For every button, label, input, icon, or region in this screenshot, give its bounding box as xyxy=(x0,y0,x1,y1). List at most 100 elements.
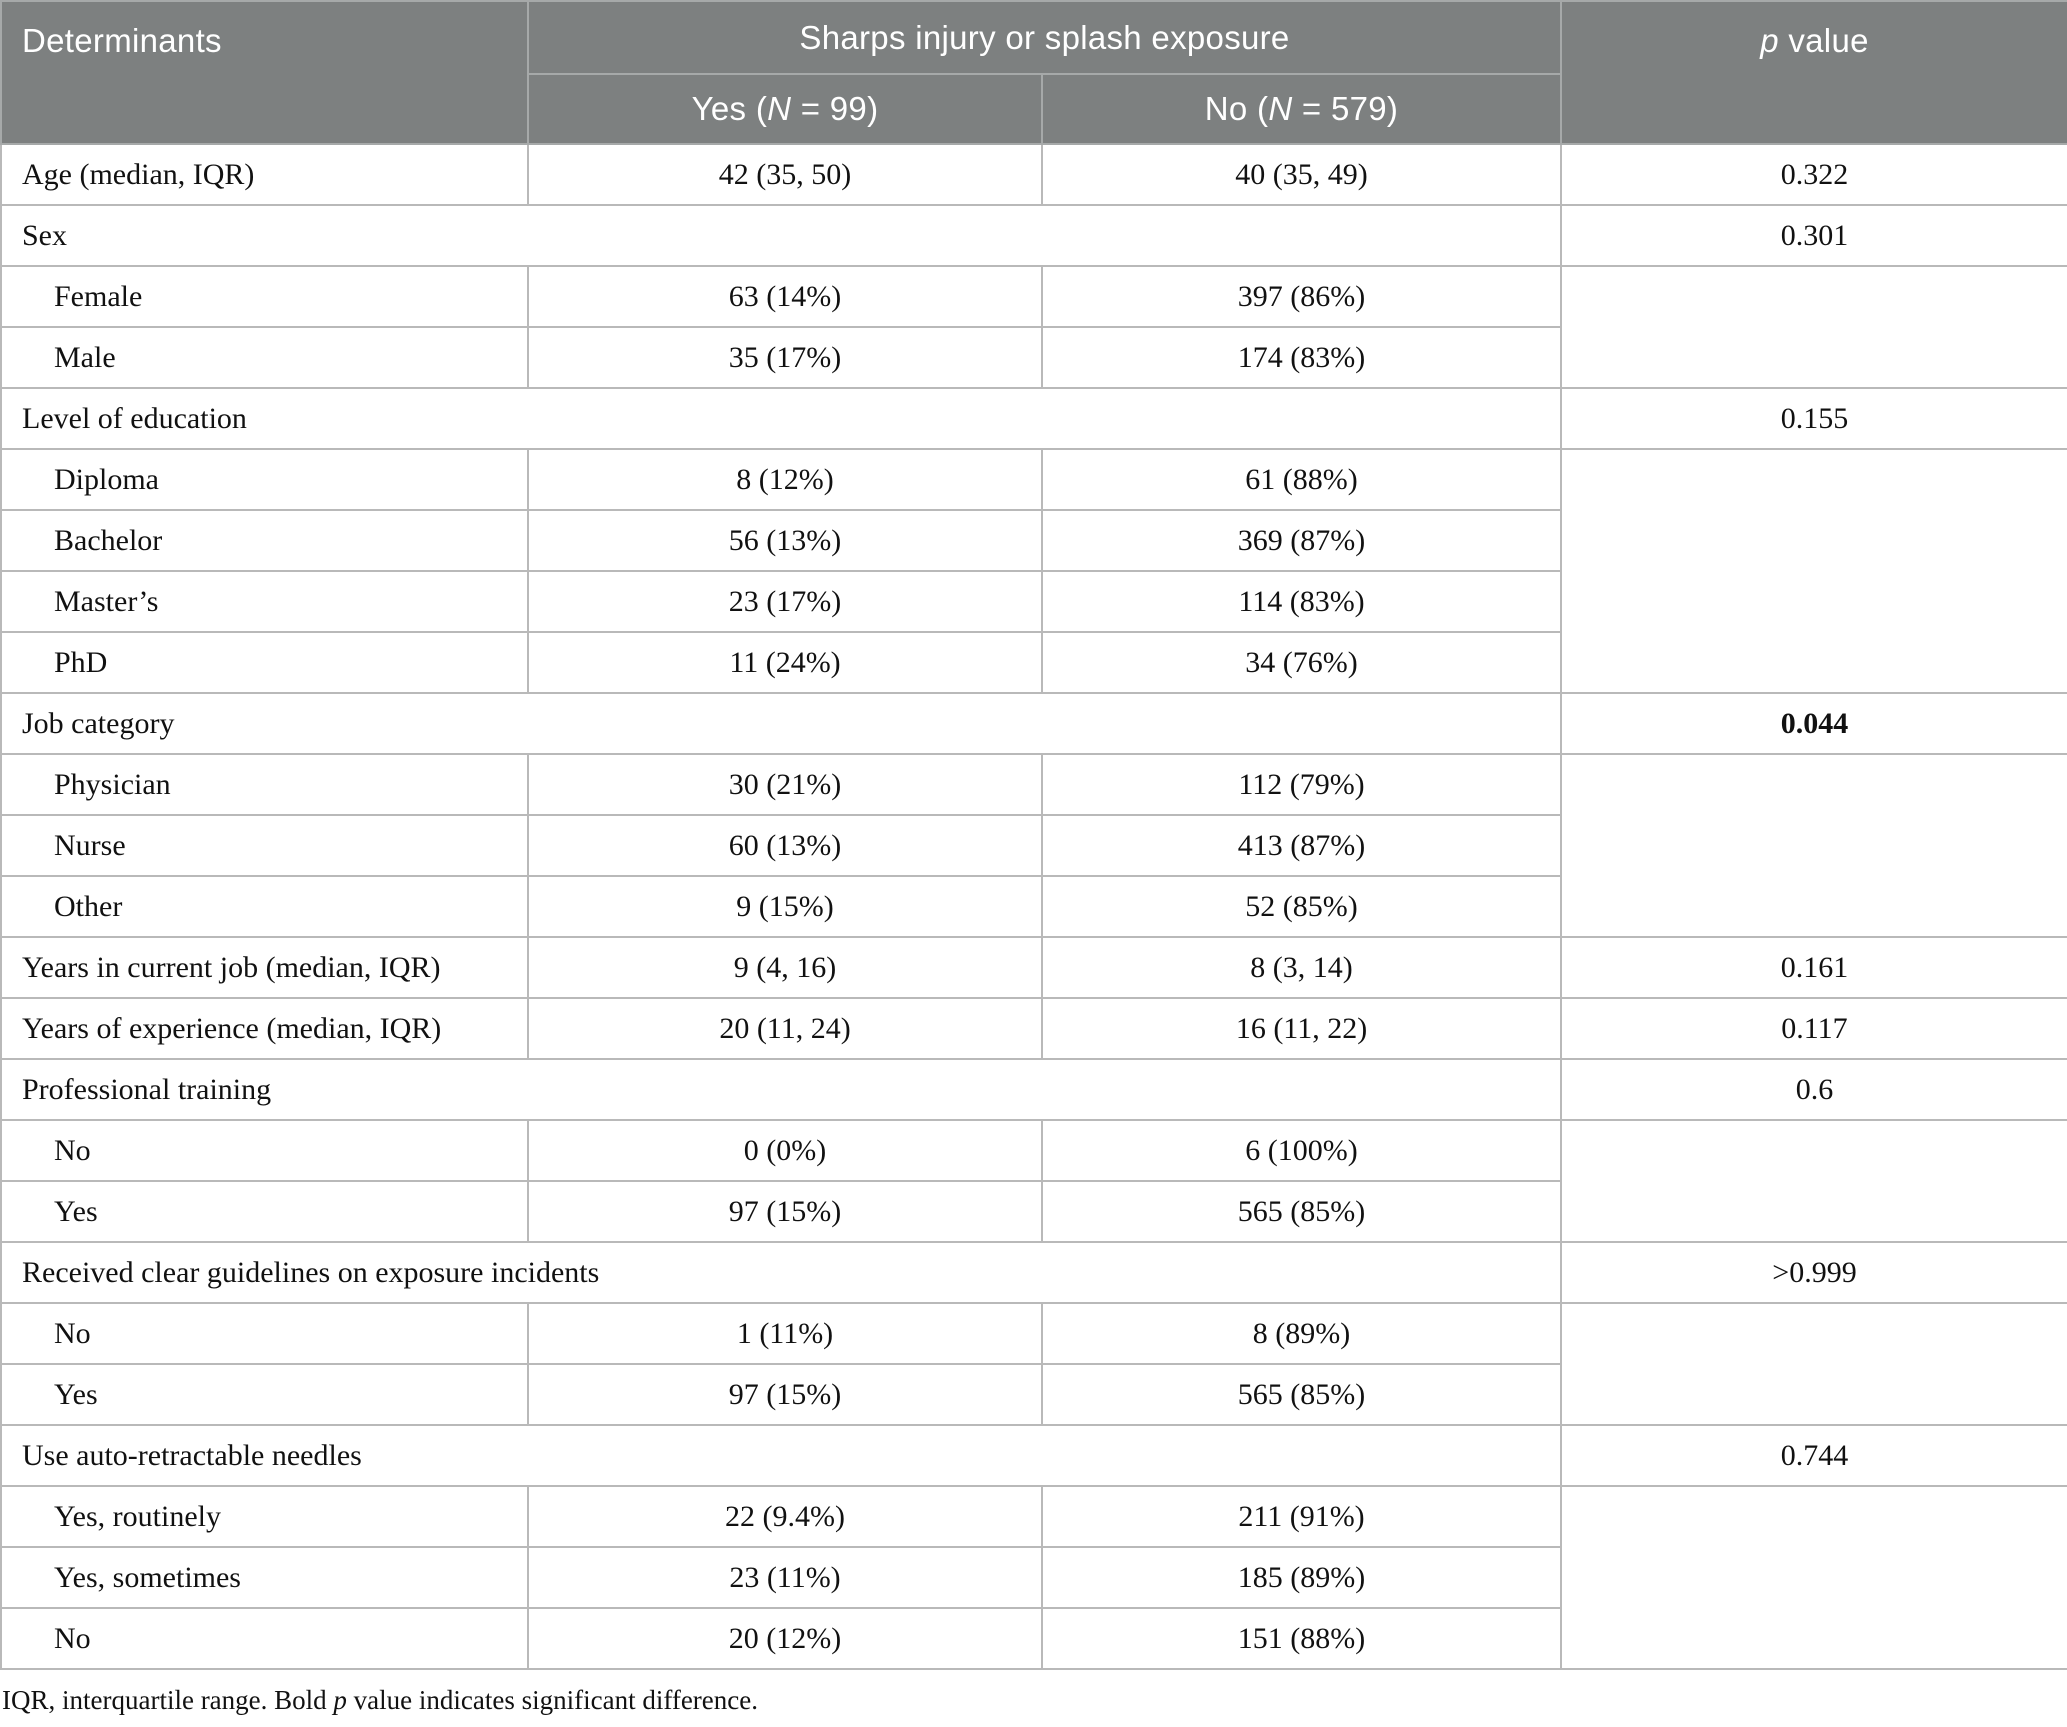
p-value-cell: >0.999 xyxy=(1560,1241,2067,1304)
p-value-cell: 0.322 xyxy=(1560,143,2067,206)
header-row-1: Determinants Sharps injury or splash exp… xyxy=(0,0,2067,145)
header-yes: Yes (N = 99) xyxy=(527,73,1043,145)
table-footnote: IQR, interquartile range. Bold p value i… xyxy=(0,1670,2067,1716)
yes-cell: 0 (0%) xyxy=(527,1119,1043,1182)
row-label: Other xyxy=(0,875,529,938)
yes-cell: 35 (17%) xyxy=(527,326,1043,389)
no-cell: 114 (83%) xyxy=(1041,570,1562,633)
yes-cell: 63 (14%) xyxy=(527,265,1043,328)
table-row: Yes 97 (15%) 565 (85%) xyxy=(0,1180,2067,1243)
table-row: Years in current job (median, IQR) 9 (4, … xyxy=(0,936,2067,999)
header-determinants: Determinants xyxy=(0,0,529,145)
no-cell: 52 (85%) xyxy=(1041,875,1562,938)
yes-cell: 60 (13%) xyxy=(527,814,1043,877)
p-value-rest: value xyxy=(1778,22,1869,59)
yes-n-italic: N xyxy=(767,90,792,127)
yes-cell: 23 (17%) xyxy=(527,570,1043,633)
p-value-empty-cell xyxy=(1560,1485,2067,1670)
table-row: Physician 30 (21%) 112 (79%) xyxy=(0,753,2067,938)
no-cell: 565 (85%) xyxy=(1041,1363,1562,1426)
table-row: Use auto-retractable needles 0.744 xyxy=(0,1424,2067,1487)
yes-cell: 22 (9.4%) xyxy=(527,1485,1043,1548)
table-body: Age (median, IQR) 42 (35, 50) 40 (35, 49) 0… xyxy=(0,143,2067,1670)
table-row: No 20 (12%) 151 (88%) xyxy=(0,1607,2067,1670)
no-cell: 34 (76%) xyxy=(1041,631,1562,694)
row-label: Yes, sometimes xyxy=(0,1546,529,1609)
footnote-p-italic: p xyxy=(333,1685,347,1715)
table-row: No 1 (11%) 8 (89%) xyxy=(0,1302,2067,1426)
p-value-italic: p xyxy=(1760,22,1779,59)
p-value-cell: 0.155 xyxy=(1560,387,2067,450)
table-row: Received clear guidelines on exposure in… xyxy=(0,1241,2067,1304)
yes-cell: 42 (35, 50) xyxy=(527,143,1043,206)
p-value-empty-cell xyxy=(1560,448,2067,694)
p-value-cell: 0.161 xyxy=(1560,936,2067,999)
p-value-cell: 0.6 xyxy=(1560,1058,2067,1121)
table-row: Master’s 23 (17%) 114 (83%) xyxy=(0,570,2067,633)
row-label: Use auto-retractable needles xyxy=(0,1424,1562,1487)
row-label: Received clear guidelines on exposure in… xyxy=(0,1241,1562,1304)
table-row: Yes 97 (15%) 565 (85%) xyxy=(0,1363,2067,1426)
table-row: Professional training 0.6 xyxy=(0,1058,2067,1121)
table-row: Female 63 (14%) 397 (86%) xyxy=(0,265,2067,389)
row-label: Master’s xyxy=(0,570,529,633)
row-label: Yes xyxy=(0,1363,529,1426)
p-value-cell: 0.301 xyxy=(1560,204,2067,267)
no-cell: 40 (35, 49) xyxy=(1041,143,1562,206)
row-label: Level of education xyxy=(0,387,1562,450)
row-label: Professional training xyxy=(0,1058,1562,1121)
determinants-table: Determinants Sharps injury or splash exp… xyxy=(0,0,2067,1670)
table-row: Level of education 0.155 xyxy=(0,387,2067,450)
yes-cell: 1 (11%) xyxy=(527,1302,1043,1365)
row-label: Bachelor xyxy=(0,509,529,572)
yes-cell: 20 (12%) xyxy=(527,1607,1043,1670)
row-label: Job category xyxy=(0,692,1562,755)
table-row: Job category 0.044 xyxy=(0,692,2067,755)
header-p-value: p value xyxy=(1560,0,2067,145)
table-header: Determinants Sharps injury or splash exp… xyxy=(0,0,2067,145)
row-label: Diploma xyxy=(0,448,529,511)
row-label: Male xyxy=(0,326,529,389)
header-no: No (N = 579) xyxy=(1041,73,1562,145)
header-exposure-group: Sharps injury or splash exposure xyxy=(527,0,1562,75)
no-n-italic: N xyxy=(1268,90,1293,127)
no-cell: 397 (86%) xyxy=(1041,265,1562,328)
table-row: Bachelor 56 (13%) 369 (87%) xyxy=(0,509,2067,572)
no-cell: 112 (79%) xyxy=(1041,753,1562,816)
no-cell: 413 (87%) xyxy=(1041,814,1562,877)
p-value-empty-cell xyxy=(1560,265,2067,389)
no-cell: 61 (88%) xyxy=(1041,448,1562,511)
yes-cell: 97 (15%) xyxy=(527,1363,1043,1426)
no-cell: 6 (100%) xyxy=(1041,1119,1562,1182)
yes-cell: 23 (11%) xyxy=(527,1546,1043,1609)
row-label: Years in current job (median, IQR) xyxy=(0,936,529,999)
row-label: Years of experience (median, IQR) xyxy=(0,997,529,1060)
yes-cell: 9 (15%) xyxy=(527,875,1043,938)
no-cell: 16 (11, 22) xyxy=(1041,997,1562,1060)
row-label: Age (median, IQR) xyxy=(0,143,529,206)
yes-cell: 8 (12%) xyxy=(527,448,1043,511)
no-cell: 185 (89%) xyxy=(1041,1546,1562,1609)
p-value-empty-cell xyxy=(1560,1302,2067,1426)
p-value-empty-cell xyxy=(1560,1119,2067,1243)
p-value-cell: 0.044 xyxy=(1560,692,2067,755)
yes-cell: 9 (4, 16) xyxy=(527,936,1043,999)
no-cell: 565 (85%) xyxy=(1041,1180,1562,1243)
table-row: Sex 0.301 xyxy=(0,204,2067,267)
p-value-cell: 0.744 xyxy=(1560,1424,2067,1487)
table-row: PhD 11 (24%) 34 (76%) xyxy=(0,631,2067,694)
yes-cell: 97 (15%) xyxy=(527,1180,1043,1243)
no-cell: 8 (89%) xyxy=(1041,1302,1562,1365)
table-row: Years of experience (median, IQR) 20 (11,… xyxy=(0,997,2067,1060)
no-pre: No ( xyxy=(1204,90,1269,127)
yes-cell: 56 (13%) xyxy=(527,509,1043,572)
table-row: Nurse 60 (13%) 413 (87%) xyxy=(0,814,2067,877)
header-row-2: Yes (N = 99) No (N = 579) xyxy=(1,73,2067,145)
row-label: Nurse xyxy=(0,814,529,877)
no-cell: 174 (83%) xyxy=(1041,326,1562,389)
row-label: PhD xyxy=(0,631,529,694)
row-label: No xyxy=(0,1302,529,1365)
table-row: Other 9 (15%) 52 (85%) xyxy=(0,875,2067,938)
table-row: Yes, sometimes 23 (11%) 185 (89%) xyxy=(0,1546,2067,1609)
